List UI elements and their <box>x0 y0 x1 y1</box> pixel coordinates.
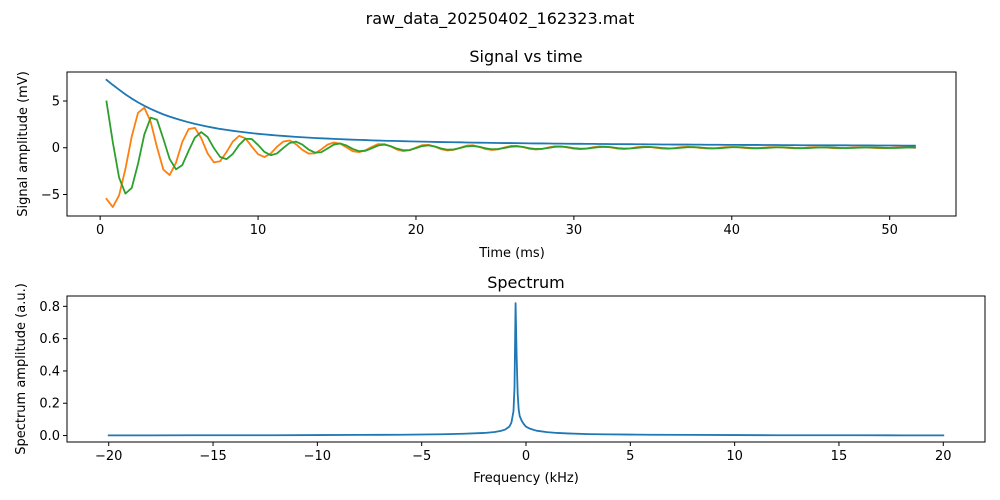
spectrum-plot-area <box>107 302 945 437</box>
spectrum-x-tick-label: −15 <box>199 449 226 464</box>
spectrum-x-tick-label: 0 <box>522 449 530 464</box>
signal-y-tick-label: 5 <box>52 94 60 109</box>
signal-x-tick-label: 0 <box>96 223 104 238</box>
signal-plot-area <box>105 78 916 208</box>
signal-x-axis-label: Time (ms) <box>478 246 545 261</box>
figure-suptitle: raw_data_20250402_162323.mat <box>366 9 635 29</box>
spectrum-y-tick-label: 0.8 <box>39 300 60 315</box>
signal-y-ticks: −5 0 5 <box>41 94 67 203</box>
signal-plot-title: Signal vs time <box>469 47 582 66</box>
spectrum-plot-title: Spectrum <box>487 273 565 292</box>
signal-axes-frame <box>66 71 957 217</box>
spectrum-x-tick-label: −5 <box>412 449 431 464</box>
signal-y-tick-label: −5 <box>41 188 60 203</box>
signal-x-tick-label: 20 <box>408 223 425 238</box>
spectrum-x-tick-label: −10 <box>304 449 331 464</box>
spectrum-x-tick-label: 20 <box>935 449 952 464</box>
spectrum-y-tick-label: 0.6 <box>39 332 60 347</box>
spectrum-axes-frame <box>66 295 986 443</box>
spectrum-x-ticks: −20 −15 −10 −5 0 5 10 15 20 <box>95 442 952 464</box>
spectrum-y-ticks: 0.0 0.2 0.4 0.6 0.8 <box>39 300 67 444</box>
spectrum-axes: Spectrum −20 −15 −10 −5 0 5 10 15 20 0.00.20.40.… <box>14 273 986 486</box>
signal-series-0-line <box>105 78 916 147</box>
signal-y-axis-label: Signal amplitude (mV) <box>16 71 31 217</box>
signal-x-ticks: 0 10 20 30 40 50 <box>96 216 898 238</box>
signal-series-2-line <box>105 100 916 195</box>
spectrum-y-tick-label: 0.0 <box>39 429 60 444</box>
signal-x-tick-label: 30 <box>566 223 583 238</box>
spectrum-x-tick-label: −20 <box>95 449 122 464</box>
spectrum-x-tick-label: 5 <box>626 449 634 464</box>
spectrum-y-tick-label: 0.4 <box>39 364 60 379</box>
spectrum-series-0-line <box>107 302 945 437</box>
signal-vs-time-axes: Signal vs time 0 10 20 30 40 50 −5 0 5 Time (ms… <box>16 47 957 261</box>
signal-x-tick-label: 40 <box>724 223 741 238</box>
spectrum-x-tick-label: 10 <box>726 449 743 464</box>
signal-x-tick-label: 10 <box>250 223 267 238</box>
signal-x-tick-label: 50 <box>881 223 898 238</box>
spectrum-y-axis-label: Spectrum amplitude (a.u.) <box>14 283 29 455</box>
spectrum-x-tick-label: 15 <box>831 449 848 464</box>
signal-y-tick-label: 0 <box>52 141 60 156</box>
spectrum-x-axis-label: Frequency (kHz) <box>473 471 579 486</box>
spectrum-y-tick-label: 0.2 <box>39 397 60 412</box>
